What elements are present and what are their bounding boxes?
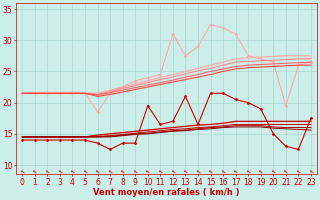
Text: ←: ← bbox=[207, 168, 214, 175]
Text: ←: ← bbox=[295, 168, 302, 175]
Text: ←: ← bbox=[57, 168, 63, 175]
Text: ←: ← bbox=[170, 168, 176, 175]
Text: ←: ← bbox=[220, 168, 226, 175]
Text: ←: ← bbox=[119, 168, 126, 175]
Text: ←: ← bbox=[245, 168, 252, 175]
Text: ←: ← bbox=[94, 168, 101, 175]
Text: ←: ← bbox=[182, 168, 189, 175]
Text: ←: ← bbox=[283, 168, 289, 175]
Text: ←: ← bbox=[258, 168, 264, 175]
Text: ←: ← bbox=[82, 168, 88, 175]
X-axis label: Vent moyen/en rafales ( km/h ): Vent moyen/en rafales ( km/h ) bbox=[93, 188, 240, 197]
Text: ←: ← bbox=[19, 168, 26, 175]
Text: ←: ← bbox=[157, 168, 164, 175]
Text: ←: ← bbox=[195, 168, 201, 175]
Text: ←: ← bbox=[145, 168, 151, 175]
Text: ←: ← bbox=[32, 168, 38, 175]
Text: ←: ← bbox=[308, 168, 314, 175]
Text: ←: ← bbox=[69, 168, 76, 175]
Text: ←: ← bbox=[270, 168, 276, 175]
Text: ←: ← bbox=[107, 168, 113, 175]
Text: ←: ← bbox=[44, 168, 51, 175]
Text: ←: ← bbox=[132, 168, 139, 175]
Text: ←: ← bbox=[232, 168, 239, 175]
